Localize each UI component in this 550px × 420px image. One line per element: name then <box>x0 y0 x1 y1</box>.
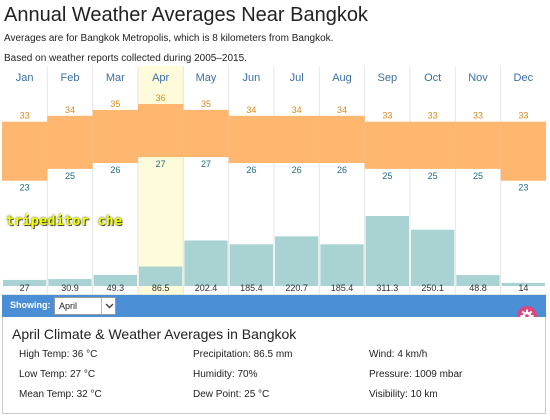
precip-label-may: 202.4 <box>195 283 218 293</box>
precip-bar-mar[interactable] <box>93 274 137 286</box>
pressure-stat: Pressure: 1009 mbar <box>369 369 463 380</box>
precip-label-nov: 48.8 <box>469 283 487 293</box>
low-temp-label-aug: 26 <box>337 165 347 175</box>
visibility-stat: Visibility: 10 km <box>369 389 438 400</box>
page-title: Annual Weather Averages Near Bangkok <box>4 4 368 26</box>
month-label-may[interactable]: May <box>196 72 217 84</box>
precip-label-jul: 220.7 <box>285 283 308 293</box>
temp-band-dec[interactable] <box>500 121 546 181</box>
high-temp-label-feb: 34 <box>65 105 75 115</box>
low-temp-label-mar: 26 <box>110 165 120 175</box>
temp-band-jan[interactable] <box>2 121 48 181</box>
temp-band-jul[interactable] <box>274 115 320 163</box>
high-temp-label-nov: 33 <box>473 111 483 121</box>
temp-band-feb[interactable] <box>47 115 93 169</box>
month-label-nov[interactable]: Nov <box>468 72 488 84</box>
month-label-sep[interactable]: Sep <box>378 72 398 84</box>
precip-label-feb: 30.9 <box>61 283 79 293</box>
high-temp-label-jul: 34 <box>292 105 302 115</box>
month-label-jan[interactable]: Jan <box>16 72 34 84</box>
showing-label: Showing: <box>10 300 51 310</box>
low-temp-label-may: 27 <box>201 159 211 169</box>
temp-band-may[interactable] <box>183 109 229 158</box>
temp-band-oct[interactable] <box>410 121 456 169</box>
high-temp-label-jan: 33 <box>20 111 30 121</box>
precip-bar-apr[interactable] <box>139 266 183 286</box>
temp-band-apr[interactable] <box>138 104 184 158</box>
low-temp-label-apr: 27 <box>156 159 166 169</box>
month-label-jun[interactable]: Jun <box>242 72 260 84</box>
month-select[interactable]: April <box>54 297 116 315</box>
precip-label-jan: 27 <box>20 283 30 293</box>
precipitation-stat: Precipitation: 86.5 mm <box>193 349 293 360</box>
precip-bar-nov[interactable] <box>456 275 500 286</box>
precip-bar-sep[interactable] <box>365 215 409 286</box>
precip-label-apr: 86.5 <box>152 283 170 293</box>
details-title: April Climate & Weather Averages in Bang… <box>12 326 297 342</box>
location-note: Averages are for Bangkok Metropolis, whi… <box>4 33 334 44</box>
watermark-text: tripeditor che <box>6 214 123 229</box>
data-source-note: Based on weather reports collected durin… <box>4 53 247 64</box>
temp-band-jun[interactable] <box>228 115 274 163</box>
high-temp-label-mar: 35 <box>110 99 120 109</box>
precip-bar-may[interactable] <box>184 240 228 286</box>
temp-band-sep[interactable] <box>364 121 410 169</box>
mean-temp-stat: Mean Temp: 32 °C <box>19 389 102 400</box>
details-panel: April Climate & Weather Averages in Bang… <box>2 317 546 414</box>
low-temp-label-jul: 26 <box>292 165 302 175</box>
low-temp-stat: Low Temp: 27 °C <box>19 369 96 380</box>
month-label-oct[interactable]: Oct <box>424 72 441 84</box>
precip-label-dec: 14 <box>518 283 528 293</box>
precip-bar-feb[interactable] <box>48 279 92 286</box>
month-label-jul[interactable]: Jul <box>290 72 304 84</box>
low-temp-label-jun: 26 <box>246 165 256 175</box>
showing-bar: Showing: April <box>2 295 546 317</box>
humidity-stat: Humidity: 70% <box>193 369 258 380</box>
month-label-feb[interactable]: Feb <box>61 72 80 84</box>
month-label-apr[interactable]: Apr <box>152 72 169 84</box>
low-temp-label-feb: 25 <box>65 171 75 181</box>
precip-label-oct: 250.1 <box>421 283 444 293</box>
precip-bar-jul[interactable] <box>275 236 319 286</box>
high-temp-label-oct: 33 <box>428 111 438 121</box>
high-temp-label-may: 35 <box>201 99 211 109</box>
month-label-mar[interactable]: Mar <box>106 72 125 84</box>
precip-label-jun: 185.4 <box>240 283 263 293</box>
month-select-value: April <box>59 301 78 311</box>
weather-chart: Jan 33 23 27 Feb 34 25 30.9 Mar 35 26 49.3 Apr 36 27 86… <box>2 66 546 296</box>
precip-label-mar: 49.3 <box>107 283 125 293</box>
month-label-aug[interactable]: Aug <box>332 72 352 84</box>
high-temp-label-dec: 33 <box>518 111 528 121</box>
precip-bar-jun[interactable] <box>229 244 273 286</box>
high-temp-label-aug: 34 <box>337 105 347 115</box>
precip-label-aug: 185.4 <box>331 283 354 293</box>
high-temp-label-sep: 33 <box>382 111 392 121</box>
dew-point-stat: Dew Point: 25 °C <box>193 389 270 400</box>
precip-bar-jan[interactable] <box>3 279 47 286</box>
low-temp-label-dec: 23 <box>518 183 528 193</box>
precip-bar-aug[interactable] <box>320 244 364 286</box>
low-temp-label-oct: 25 <box>428 171 438 181</box>
low-temp-label-jan: 23 <box>20 183 30 193</box>
temp-band-mar[interactable] <box>92 109 138 163</box>
high-temp-label-jun: 34 <box>246 105 256 115</box>
month-label-dec[interactable]: Dec <box>514 72 534 84</box>
chevron-down-icon[interactable] <box>101 298 115 314</box>
high-temp-stat: High Temp: 36 °C <box>19 349 98 360</box>
high-temp-label-apr: 36 <box>156 93 166 103</box>
wind-stat: Wind: 4 km/h <box>369 349 428 360</box>
low-temp-label-nov: 25 <box>473 171 483 181</box>
low-temp-label-sep: 25 <box>382 171 392 181</box>
temp-band-aug[interactable] <box>319 115 365 163</box>
precip-bar-oct[interactable] <box>411 229 455 286</box>
temp-band-nov[interactable] <box>455 121 501 169</box>
precip-label-sep: 311.3 <box>376 283 398 293</box>
precip-bar-dec[interactable] <box>501 282 545 286</box>
